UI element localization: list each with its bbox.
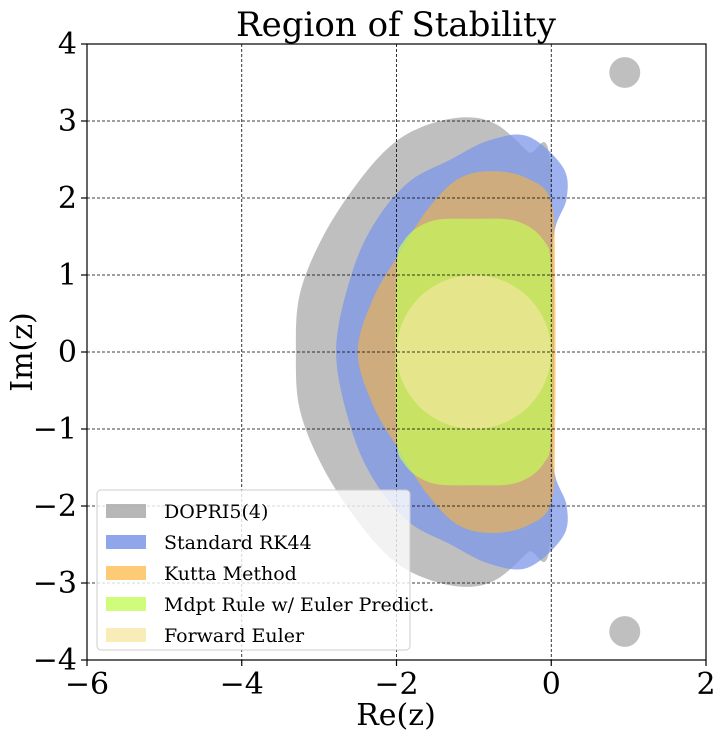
y-tick-label: 0 <box>58 335 77 370</box>
legend-label: Forward Euler <box>164 625 305 647</box>
legend-label: Standard RK44 <box>164 532 312 554</box>
legend-label: Mdpt Rule w/ Euler Predict. <box>164 594 434 616</box>
x-axis-label: Re(z) <box>356 698 436 733</box>
y-tick-label: −4 <box>33 643 77 678</box>
x-tick-label: −4 <box>220 667 264 702</box>
y-tick-label: 2 <box>58 181 77 216</box>
x-tick-label: 2 <box>696 667 715 702</box>
y-tick-label: −1 <box>33 412 77 447</box>
y-tick-label: 3 <box>58 104 77 139</box>
legend-swatch <box>106 566 146 580</box>
y-tick-label: 1 <box>58 258 77 293</box>
legend-swatch <box>106 504 146 518</box>
y-tick-label: −3 <box>33 566 77 601</box>
legend: DOPRI5(4) Standard RK44 Kutta Method Mdpt R… <box>97 490 434 650</box>
legend-swatch <box>106 628 146 642</box>
y-axis-label: Im(z) <box>5 312 40 392</box>
y-tick-label: −2 <box>33 489 77 524</box>
x-tick-label: −2 <box>374 667 418 702</box>
legend-label: DOPRI5(4) <box>164 501 268 523</box>
x-tick-label: 0 <box>542 667 561 702</box>
legend-swatch <box>106 597 146 611</box>
legend-swatch <box>106 535 146 549</box>
region-dopri5-4-island-2 <box>609 616 640 647</box>
legend-label: Kutta Method <box>164 563 297 585</box>
region-dopri5-4-island-1 <box>609 57 640 88</box>
chart-title: Region of Stability <box>236 5 557 45</box>
y-tick-label: 4 <box>58 27 77 62</box>
